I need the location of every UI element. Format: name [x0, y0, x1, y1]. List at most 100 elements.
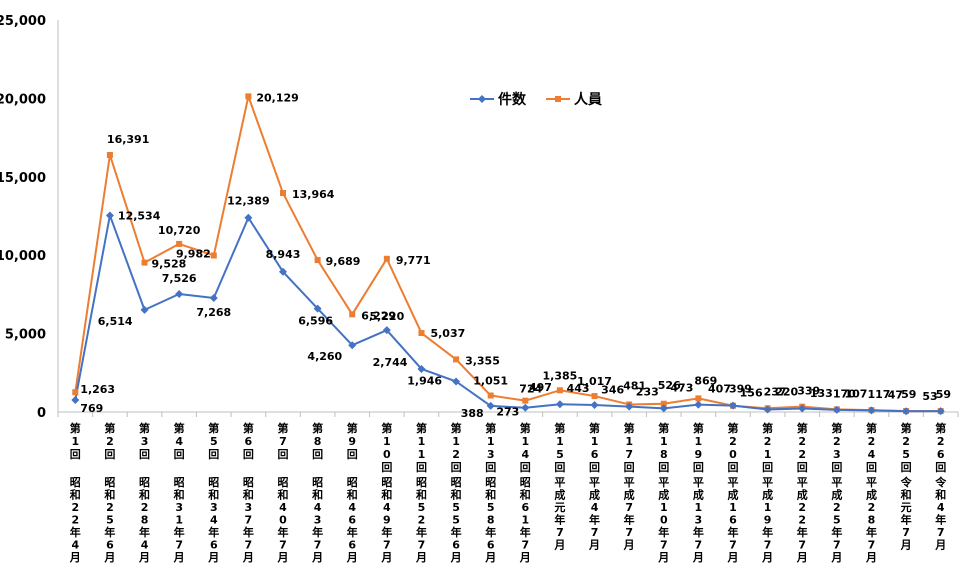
x-category-char: 平 [797, 476, 808, 489]
x-category-char: 昭 [381, 476, 392, 489]
x-category-char: 1 [764, 501, 772, 514]
x-category-char: 第 [520, 421, 531, 435]
x-category-label: 第 1 6 回平成 4 年 7 月 [588, 421, 600, 552]
data-point-persons [453, 356, 460, 363]
x-category-char: 月 [242, 551, 254, 564]
x-category-char: 年 [451, 525, 462, 539]
x-category-char: 2 [452, 448, 460, 461]
x-category-char: 月 [277, 551, 289, 564]
x-category-date: 昭和 4 0 年 7 月 [277, 476, 289, 564]
data-label-count: 233 [636, 385, 659, 398]
x-category-char: 和 [174, 488, 185, 502]
data-label-count: 53 [922, 390, 937, 403]
x-category-char: 月 [727, 551, 739, 564]
x-category-date: 昭和 4 9 年 7 月 [380, 476, 392, 564]
x-category-char: 月 [415, 551, 427, 564]
x-category-char: 2 [106, 435, 114, 448]
data-label-persons: 117 [867, 388, 890, 401]
x-category-char: 4 [348, 501, 356, 514]
x-category-char: 元 [554, 501, 565, 514]
y-axis-ticks: 0 5,000 10,000 15,000 20,000 25,000 [0, 14, 46, 421]
x-category-char: 2 [106, 501, 114, 514]
x-category-char: 第 [866, 421, 877, 435]
data-point-persons [176, 240, 183, 247]
x-category-char: 年 [416, 525, 427, 539]
x-category-char: 1 [695, 435, 703, 448]
x-category-char: 年 [658, 525, 669, 539]
x-category-char: 回 [520, 460, 531, 474]
x-category-char: 7 [383, 539, 391, 552]
x-category-char: 昭 [278, 476, 289, 489]
x-category-char: 4 [141, 539, 149, 552]
x-category-char: 和 [381, 488, 392, 502]
data-point-persons [487, 392, 494, 399]
x-category-char: 3 [833, 448, 841, 461]
data-point-persons [556, 387, 563, 394]
x-category-char: 2 [798, 435, 806, 448]
x-category-char: 6 [245, 435, 253, 448]
x-category-date: 平成 4 年 7 月 [588, 476, 600, 552]
x-category-char: 4 [591, 501, 599, 514]
x-category-label: 第 2 1 回平成 1 9 年 7 月 [761, 421, 773, 564]
x-category-char: 月 [553, 539, 565, 552]
x-category-char: 和 [935, 488, 946, 502]
x-category-label: 第 2 2 回平成 2 2 年 7 月 [796, 421, 808, 564]
x-category-label: 第 5 回昭和 3 4 年 6 月 [207, 421, 219, 564]
x-category-char: 第 [104, 421, 115, 435]
x-category-char: 令 [934, 475, 947, 489]
x-category-char: 1 [487, 435, 495, 448]
data-label-count: 769 [80, 402, 103, 415]
x-category-char: 月 [173, 551, 185, 564]
y-tick-label: 15,000 [0, 171, 46, 186]
data-point-persons [349, 311, 356, 318]
x-category-char: 1 [729, 501, 737, 514]
x-category-char: 第 [797, 421, 808, 435]
data-label-persons: 724 [519, 383, 542, 396]
x-category-char: 成 [589, 488, 600, 502]
data-label-count: 407 [708, 383, 731, 396]
x-category-char: 成 [728, 488, 739, 502]
x-category-date: 平成 2 2 年 7 月 [796, 476, 808, 564]
x-category-char: 7 [521, 539, 529, 552]
data-point-count [209, 294, 218, 303]
data-point-count [867, 406, 876, 415]
x-category-char: 成 [554, 488, 565, 502]
x-category-char: 成 [866, 488, 877, 502]
x-category-date: 昭和 3 7 年 7 月 [242, 476, 254, 564]
x-category-char: 年 [693, 525, 704, 539]
x-category-char: 9 [764, 514, 772, 527]
data-label-count: 346 [601, 384, 624, 397]
x-category-char: 年 [831, 525, 842, 539]
x-category-char: 成 [797, 488, 808, 502]
x-category-label: 第 2 6 回令和 4 年 7 月 [934, 421, 947, 552]
x-category-date: 平成 7 年 7 月 [623, 476, 635, 552]
data-label-count: 443 [567, 382, 590, 395]
x-category-char: 7 [314, 539, 322, 552]
x-category-char: 1 [591, 435, 599, 448]
x-category-char: 回 [797, 460, 808, 474]
data-point-count [763, 405, 772, 414]
x-category-char: 年 [174, 525, 185, 539]
x-category-char: 6 [521, 501, 529, 514]
data-point-persons [72, 389, 79, 396]
x-category-char: 回 [278, 447, 289, 461]
x-category-char: 平 [658, 476, 669, 489]
x-category-char: 5 [487, 501, 495, 514]
x-category-label: 第 2 4 回平成 2 8 年 7 月 [865, 421, 877, 564]
x-category-char: 5 [556, 448, 564, 461]
x-category-char: 8 [314, 435, 322, 448]
x-category-char: 2 [798, 501, 806, 514]
x-category-label: 第 1 0 回昭和 4 9 年 7 月 [380, 421, 392, 564]
x-category-char: 回 [485, 460, 496, 474]
x-category-char: 7 [279, 435, 287, 448]
x-category-char: 昭 [416, 476, 427, 489]
x-category-char: 月 [103, 551, 115, 564]
